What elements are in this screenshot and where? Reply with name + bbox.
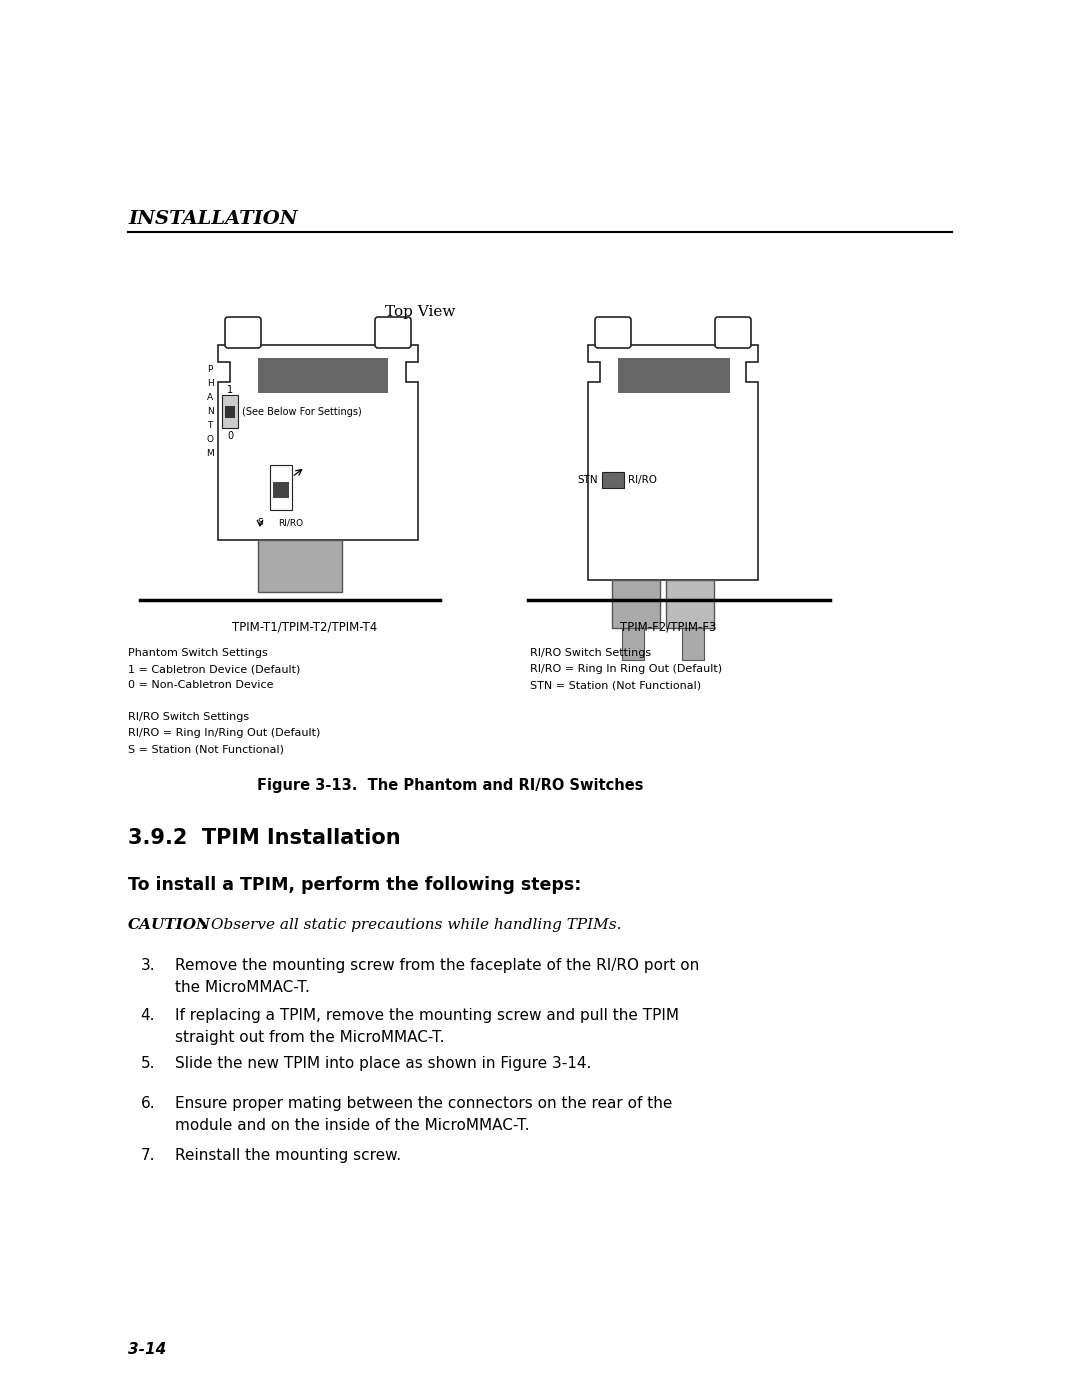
Text: 3.: 3. (140, 958, 156, 972)
Text: (See Below For Settings): (See Below For Settings) (242, 407, 362, 416)
Text: module and on the inside of the MicroMMAC-T.: module and on the inside of the MicroMMA… (175, 1118, 529, 1133)
Text: Reinstall the mounting screw.: Reinstall the mounting screw. (175, 1148, 401, 1162)
Text: 3.9.2  TPIM Installation: 3.9.2 TPIM Installation (129, 828, 401, 848)
Text: 1: 1 (227, 386, 233, 395)
Text: RI/RO: RI/RO (627, 475, 657, 485)
Bar (222, 395, 238, 427)
Polygon shape (588, 345, 758, 580)
Text: : Observe all static precautions while handling TPIMs.: : Observe all static precautions while h… (201, 918, 621, 932)
Bar (618, 358, 730, 393)
Text: 0: 0 (227, 432, 233, 441)
Text: To install a TPIM, perform the following steps:: To install a TPIM, perform the following… (129, 876, 581, 894)
Text: TPIM-F2/TPIM-F3: TPIM-F2/TPIM-F3 (620, 620, 716, 633)
Text: T: T (207, 422, 213, 430)
Bar (612, 580, 660, 629)
Bar (622, 629, 644, 659)
Text: CAUTION: CAUTION (129, 918, 211, 932)
FancyBboxPatch shape (595, 317, 631, 348)
Bar (273, 482, 289, 497)
Bar (666, 580, 714, 629)
FancyBboxPatch shape (225, 317, 261, 348)
FancyBboxPatch shape (715, 317, 751, 348)
Text: 5.: 5. (140, 1056, 156, 1071)
Text: TPIM-T1/TPIM-T2/TPIM-T4: TPIM-T1/TPIM-T2/TPIM-T4 (232, 620, 378, 633)
Text: STN: STN (578, 475, 598, 485)
Text: the MicroMMAC-T.: the MicroMMAC-T. (175, 981, 310, 995)
Text: S: S (257, 518, 262, 527)
Polygon shape (218, 345, 418, 541)
Text: straight out from the MicroMMAC-T.: straight out from the MicroMMAC-T. (175, 1030, 445, 1045)
Text: Ensure proper mating between the connectors on the rear of the: Ensure proper mating between the connect… (175, 1097, 673, 1111)
Text: S = Station (Not Functional): S = Station (Not Functional) (129, 745, 284, 754)
Text: H: H (206, 380, 214, 388)
Text: 6.: 6. (140, 1097, 156, 1111)
Bar (602, 472, 624, 488)
Text: N: N (206, 408, 214, 416)
Bar (258, 358, 388, 393)
Text: RI/RO = Ring In/Ring Out (Default): RI/RO = Ring In/Ring Out (Default) (129, 728, 321, 738)
Text: Slide the new TPIM into place as shown in Figure 3-14.: Slide the new TPIM into place as shown i… (175, 1056, 592, 1071)
Text: Phantom Switch Settings: Phantom Switch Settings (129, 648, 268, 658)
Text: STN = Station (Not Functional): STN = Station (Not Functional) (530, 680, 701, 690)
Text: RI/RO Switch Settings: RI/RO Switch Settings (530, 648, 651, 658)
Text: Figure 3-13.  The Phantom and RI/RO Switches: Figure 3-13. The Phantom and RI/RO Switc… (257, 778, 644, 793)
Bar (258, 541, 342, 592)
Text: If replacing a TPIM, remove the mounting screw and pull the TPIM: If replacing a TPIM, remove the mounting… (175, 1009, 679, 1023)
Text: 7.: 7. (140, 1148, 156, 1162)
Text: P: P (207, 366, 213, 374)
Bar (681, 629, 704, 659)
Text: INSTALLATION: INSTALLATION (129, 210, 298, 228)
Text: 0 = Non-Cabletron Device: 0 = Non-Cabletron Device (129, 680, 273, 690)
FancyBboxPatch shape (375, 317, 411, 348)
Text: RI/RO Switch Settings: RI/RO Switch Settings (129, 712, 249, 722)
Text: RI/RO = Ring In Ring Out (Default): RI/RO = Ring In Ring Out (Default) (530, 664, 723, 673)
Bar (270, 465, 292, 510)
Text: 4.: 4. (140, 1009, 156, 1023)
Text: RI/RO: RI/RO (278, 518, 303, 527)
Text: O: O (206, 436, 214, 444)
Bar (225, 407, 235, 418)
Text: 1 = Cabletron Device (Default): 1 = Cabletron Device (Default) (129, 664, 300, 673)
Text: Top View: Top View (384, 305, 455, 319)
Text: Remove the mounting screw from the faceplate of the RI/RO port on: Remove the mounting screw from the facep… (175, 958, 699, 972)
Text: A: A (207, 394, 213, 402)
Text: M: M (206, 450, 214, 458)
Text: 3-14: 3-14 (129, 1343, 166, 1356)
